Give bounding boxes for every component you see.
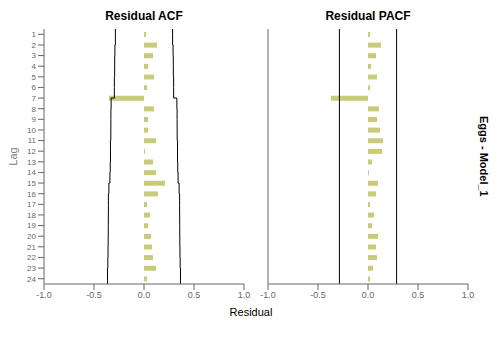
- svg-text:23: 23: [27, 264, 36, 273]
- svg-text:16: 16: [27, 190, 36, 199]
- svg-text:-1.0: -1.0: [260, 290, 276, 300]
- svg-text:0.5: 0.5: [188, 290, 201, 300]
- html-text:Residual: Residual: [229, 306, 273, 318]
- svg-text:4: 4: [32, 62, 37, 71]
- svg-text:8: 8: [32, 105, 37, 114]
- svg-text:2: 2: [32, 41, 37, 50]
- html-text:Residual ACF: Residual ACF: [105, 9, 183, 23]
- svg-text:-0.5: -0.5: [310, 290, 326, 300]
- svg-text:20: 20: [27, 232, 36, 241]
- svg-text:1.0: 1.0: [462, 290, 475, 300]
- svg-text:0.0: 0.0: [362, 290, 375, 300]
- svg-text:22: 22: [27, 253, 36, 262]
- svg-text:17: 17: [27, 200, 36, 209]
- svg-text:-1.0: -1.0: [36, 290, 52, 300]
- svg-text:Lag: Lag: [8, 147, 19, 165]
- svg-text:15: 15: [27, 179, 36, 188]
- svg-text:0.0: 0.0: [138, 290, 151, 300]
- svg-text:0.5: 0.5: [412, 290, 425, 300]
- svg-text:11: 11: [28, 136, 37, 145]
- svg-text:12: 12: [27, 147, 36, 156]
- svg-text:18: 18: [27, 211, 36, 220]
- svg-text:9: 9: [32, 115, 37, 124]
- svg-text:10: 10: [27, 126, 36, 135]
- svg-text:7: 7: [32, 94, 37, 103]
- svg-text:5: 5: [32, 73, 37, 82]
- svg-text:24: 24: [27, 275, 36, 284]
- svg-text:13: 13: [27, 158, 36, 167]
- html-text:Residual PACF: Residual PACF: [325, 9, 411, 23]
- svg-text:1: 1: [32, 30, 37, 39]
- svg-text:6: 6: [32, 83, 37, 92]
- html-text:Eggs - Model_1: Eggs - Model_1: [478, 115, 490, 197]
- svg-text:3: 3: [32, 51, 37, 60]
- svg-text:-0.5: -0.5: [86, 290, 102, 300]
- svg-text:21: 21: [27, 243, 36, 252]
- svg-text:1.0: 1.0: [238, 290, 251, 300]
- svg-text:19: 19: [27, 221, 36, 230]
- svg-text:14: 14: [27, 168, 36, 177]
